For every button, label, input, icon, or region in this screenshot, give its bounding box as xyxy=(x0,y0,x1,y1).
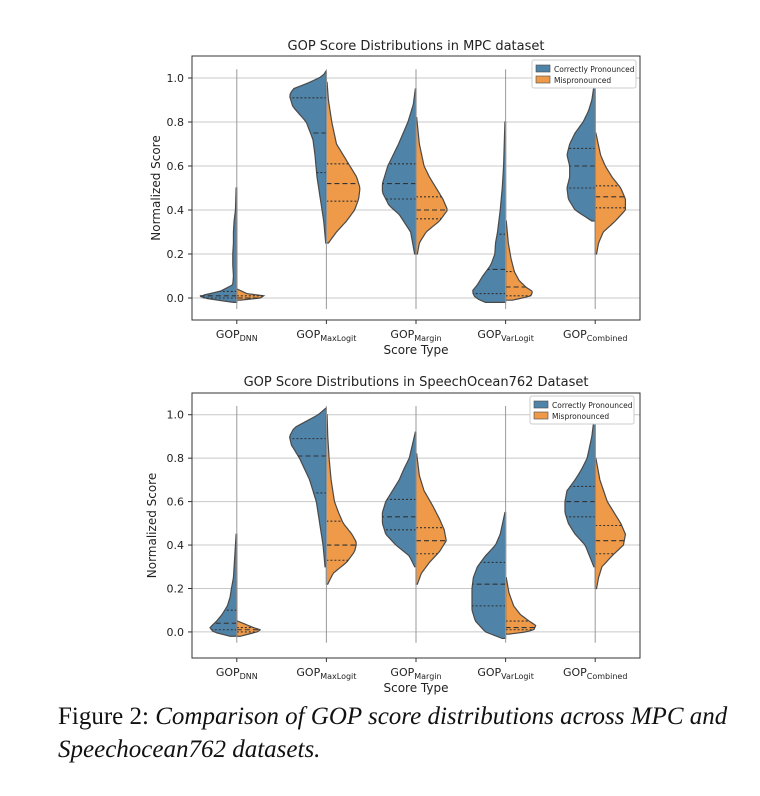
x-axis-label: Score Type xyxy=(384,681,449,695)
violin-correct-combined xyxy=(566,81,596,222)
violin-correct-dnn xyxy=(199,187,238,303)
figure: 0.0 0.2 0.4 0.6 0.8 1.0 GOPDNN GOPMaxLogit GOPMa… xyxy=(145,39,641,695)
y-tick-label: 0.0 xyxy=(167,292,185,305)
y-axis-label: Normalized Score xyxy=(149,135,163,240)
violin-correct-margin xyxy=(381,88,417,255)
violin-correct-maxlogit xyxy=(289,70,327,244)
violin-mispronounced-margin xyxy=(415,453,447,585)
y-tick-label: 1.0 xyxy=(167,72,185,85)
y-axis-label: Normalized Score xyxy=(145,473,159,578)
x-axis-label: Score Type xyxy=(384,343,449,357)
x-tick-label: GOPDNN xyxy=(216,328,258,343)
violin-mispronounced-dnn xyxy=(236,288,266,301)
legend-box xyxy=(529,395,635,425)
y-tick-label: 0.4 xyxy=(167,539,185,552)
figure-caption: Figure 2: Comparison of GOP score distri… xyxy=(58,700,748,766)
x-tick-label: GOPMargin xyxy=(390,328,441,343)
violin-correct-varlogit xyxy=(472,121,507,303)
y-tick-label: 0.2 xyxy=(167,248,185,261)
legend-entry: Mispronounced xyxy=(552,412,609,421)
chart-title: GOP Score Distributions in MPC dataset xyxy=(288,39,545,54)
violin-mispronounced-maxlogit xyxy=(325,81,361,244)
x-tick-label: GOPVarLogit xyxy=(477,328,534,343)
violin-mispronounced-varlogit xyxy=(505,220,533,301)
chart-panel-2: 0.0 0.2 0.4 0.6 0.8 1.0 GOPDNN GOPMaxLogit GOPMa… xyxy=(145,375,641,695)
x-tick-label: GOPMargin xyxy=(390,666,441,681)
caption-text: Comparison of GOP score distributions ac… xyxy=(58,703,728,763)
x-tick-label: GOPCombined xyxy=(563,666,627,681)
x-tick-label: GOPMaxLogit xyxy=(296,666,356,681)
legend-box xyxy=(531,59,637,89)
violin-mispronounced-maxlogit xyxy=(325,414,357,585)
legend-swatch xyxy=(535,64,551,73)
x-tick-label: GOPCombined xyxy=(563,328,627,343)
violin-correct-maxlogit xyxy=(289,407,327,568)
x-tick-label: GOPVarLogit xyxy=(477,666,534,681)
chart-panel-1: 0.0 0.2 0.4 0.6 0.8 1.0 GOPDNN GOPMaxLogit GOPMa… xyxy=(149,39,641,357)
legend-entry: Correctly Pronounced xyxy=(552,401,633,410)
legend: Correctly Pronounced Mispronounced xyxy=(529,395,635,425)
chart-title: GOP Score Distributions in SpeechOcean76… xyxy=(244,375,589,390)
violin-correct-combined xyxy=(564,414,596,568)
caption-label: Figure 2: xyxy=(58,703,149,730)
legend-entry: Correctly Pronounced xyxy=(554,65,635,74)
violin-mispronounced-combined xyxy=(594,132,627,255)
x-tick-label: GOPDNN xyxy=(216,666,258,681)
y-tick-label: 0.8 xyxy=(167,116,185,129)
plot-frame xyxy=(191,55,641,321)
x-tick-label: GOPMaxLogit xyxy=(296,328,356,343)
y-tick-label: 0.2 xyxy=(167,582,185,595)
violin-correct-varlogit xyxy=(471,511,507,640)
y-tick-label: 0.8 xyxy=(167,452,185,465)
plot-frame xyxy=(191,392,641,659)
y-tick-label: 1.0 xyxy=(167,409,185,422)
violin-mispronounced-combined xyxy=(594,457,627,590)
violin-mispronounced-margin xyxy=(415,117,448,255)
y-tick-label: 0.0 xyxy=(167,626,185,639)
legend: Correctly Pronounced Mispronounced xyxy=(531,59,637,89)
y-tick-label: 0.6 xyxy=(167,496,185,509)
violin-mispronounced-varlogit xyxy=(505,577,537,635)
y-tick-label: 0.4 xyxy=(167,204,185,217)
violin-correct-dnn xyxy=(209,533,238,637)
legend-entry: Mispronounced xyxy=(554,76,611,85)
violin-mispronounced-dnn xyxy=(236,620,261,637)
legend-swatch xyxy=(533,400,549,409)
legend-swatch xyxy=(535,75,551,84)
legend-swatch xyxy=(533,411,549,420)
y-tick-label: 0.6 xyxy=(167,160,185,173)
